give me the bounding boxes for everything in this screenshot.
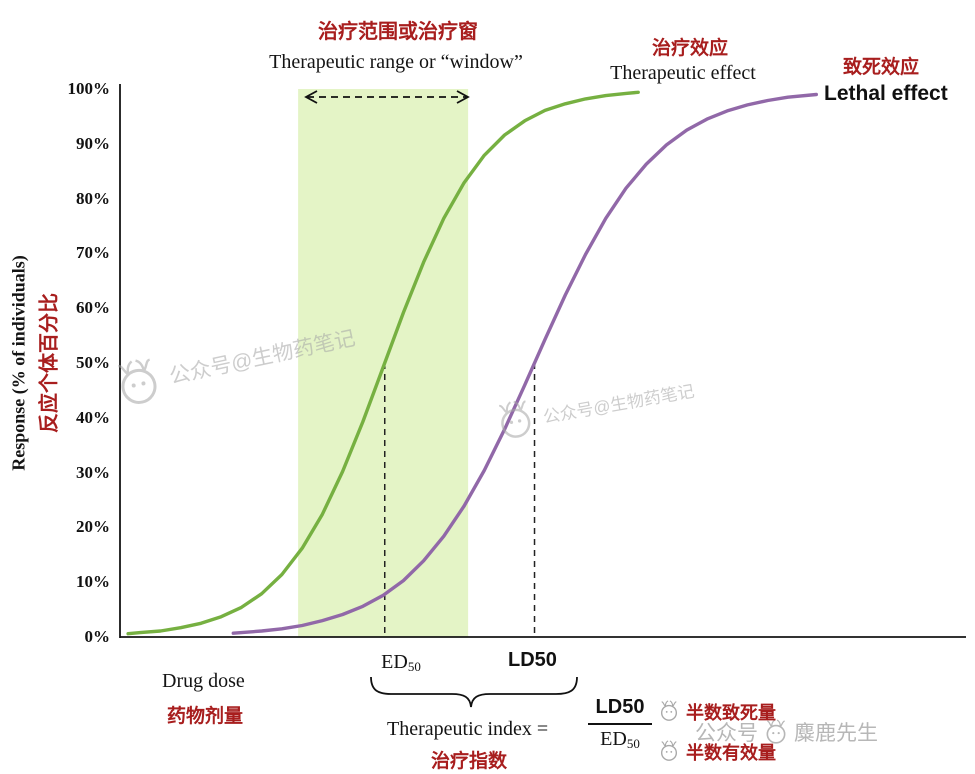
- y-tick-label: 100%: [67, 79, 111, 98]
- y-tick-label: 60%: [76, 298, 110, 318]
- y-axis-title-en: Response (% of individuals): [8, 255, 29, 471]
- ed50-den-text: ED: [600, 728, 627, 750]
- x-axis-title-zh: 药物剂量: [167, 706, 244, 727]
- deer-logo-icon: [766, 719, 786, 744]
- deer-logo-icon: [660, 700, 678, 721]
- deer-logo-icon: [118, 358, 157, 404]
- y-tick-label: 40%: [76, 407, 110, 427]
- ed50-subscript: 50: [407, 659, 421, 674]
- therapeutic-window-label-zh: 治疗范围或治疗窗: [318, 21, 478, 43]
- y-tick-label: 50%: [76, 353, 110, 372]
- watermark-bottom-right: 公众号 麋鹿先生: [695, 717, 878, 747]
- deer-logo-icon: [499, 400, 531, 438]
- therapeutic-index-label-en: Therapeutic index =: [387, 718, 549, 740]
- ld50-axis-label: LD50: [508, 649, 557, 671]
- y-tick-label: 80%: [76, 188, 110, 208]
- watermark-center-2: 公众号@生物药笔记: [492, 369, 697, 443]
- y-tick-label: 10%: [76, 572, 110, 592]
- y-axis-title-zh: 反应个体百分比: [38, 293, 61, 433]
- lethal-effect-label-en: Lethal effect: [824, 82, 948, 105]
- watermark-name: 麋鹿先生: [794, 722, 878, 745]
- therapeutic-index-brace: [370, 676, 578, 708]
- therapeutic-effect-label-en: Therapeutic effect: [610, 62, 756, 84]
- y-tick-label: 0%: [84, 627, 111, 646]
- formula-numerator-ld50: LD50: [595, 696, 645, 718]
- therapeutic-window-arrow: [304, 90, 470, 104]
- lethal-effect-curve: [231, 92, 818, 635]
- y-tick-label: 30%: [76, 462, 110, 482]
- fraction-bar: [588, 723, 652, 725]
- watermark-prefix: 公众号: [695, 722, 758, 745]
- formula-denominator-ed50: ED50: [590, 728, 650, 752]
- therapeutic-effect-curve: [126, 90, 640, 636]
- watermark-center-1: 公众号@生物药笔记: [110, 313, 360, 411]
- ed50-text: ED: [381, 651, 408, 673]
- therapeutic-window-label-en: Therapeutic range or “window”: [269, 51, 523, 73]
- x-axis-title-en: Drug dose: [162, 670, 245, 692]
- ed50-axis-label: ED50: [374, 651, 428, 675]
- therapeutic-index-label-zh: 治疗指数: [431, 751, 508, 772]
- y-tick-label: 20%: [76, 517, 110, 537]
- deer-logo-icon: [660, 740, 678, 761]
- therapeutic-effect-label-zh: 治疗效应: [652, 38, 729, 59]
- y-tick-label: 90%: [76, 133, 110, 153]
- y-tick-label: 70%: [76, 243, 110, 263]
- lethal-effect-label-zh: 致死效应: [843, 57, 920, 78]
- ld50-note-zh: 半数致死量: [686, 703, 776, 723]
- ed50-note-zh: 半数有效量: [686, 743, 776, 763]
- ed50-den-subscript: 50: [626, 736, 640, 751]
